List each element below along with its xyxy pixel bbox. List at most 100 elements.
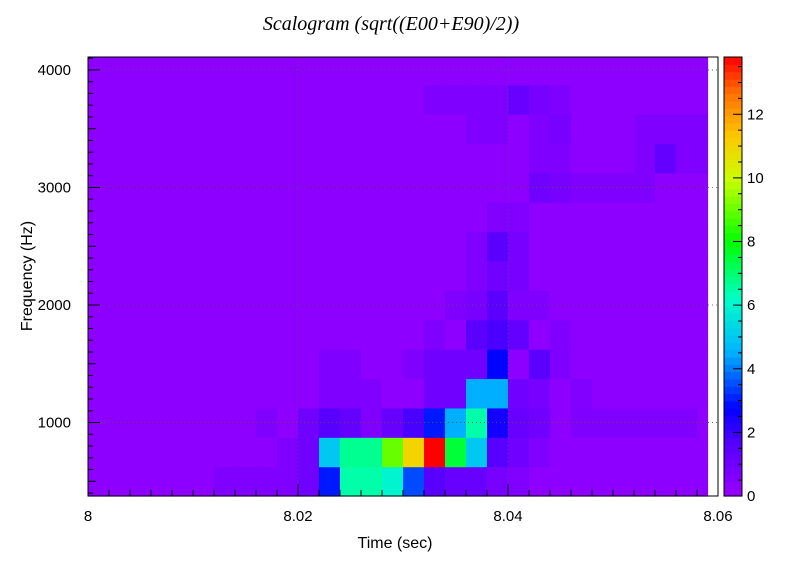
heatmap-cell: [151, 319, 173, 350]
heatmap-cell: [550, 202, 572, 233]
heatmap-cell: [277, 202, 299, 233]
heatmap-cell: [256, 407, 278, 438]
heatmap-cell: [613, 349, 635, 380]
heatmap-cell: [592, 349, 614, 380]
heatmap-cell: [151, 260, 173, 291]
colorbar-segment: [724, 122, 742, 131]
heatmap-cell: [403, 466, 425, 497]
colorbar-segment: [724, 78, 742, 87]
heatmap-cell: [676, 319, 698, 350]
heatmap-cell: [487, 437, 509, 468]
heatmap-cell: [256, 202, 278, 233]
heatmap-cell: [676, 143, 698, 174]
heatmap-cell: [361, 407, 383, 438]
heatmap-cell: [172, 407, 194, 438]
heatmap-cell: [235, 202, 257, 233]
heatmap-cell: [424, 290, 446, 321]
heatmap-cell: [256, 114, 278, 144]
heatmap-cell: [424, 407, 446, 438]
heatmap-cell: [613, 57, 635, 86]
heatmap-cell: [193, 349, 215, 380]
heatmap-cell: [466, 437, 488, 468]
heatmap-cell: [214, 437, 236, 468]
heatmap-cell: [319, 114, 341, 144]
heatmap-cell: [571, 231, 593, 262]
heatmap-cell: [256, 437, 278, 468]
heatmap-cell: [445, 231, 467, 262]
heatmap-cell: [655, 231, 677, 262]
heatmap-cell: [256, 143, 278, 174]
heatmap-cell: [508, 172, 530, 203]
heatmap-cell: [298, 143, 320, 174]
heatmap-cell: [130, 349, 152, 380]
heatmap-cell: [592, 114, 614, 144]
colorbar-tick-label: 6: [747, 297, 755, 314]
heatmap-cell: [214, 319, 236, 350]
heatmap-cell: [697, 260, 709, 291]
heatmap-cell: [382, 260, 404, 291]
heatmap-cell: [634, 231, 656, 262]
heatmap-cell: [550, 437, 572, 468]
heatmap-cell: [109, 202, 131, 233]
heatmap-cell: [109, 378, 131, 409]
heatmap-cell: [634, 260, 656, 291]
heatmap-cell: [403, 57, 425, 86]
heatmap-cell: [445, 378, 467, 409]
heatmap-cell: [529, 114, 551, 144]
heatmap-cell: [529, 407, 551, 438]
heatmap-cell: [676, 84, 698, 115]
colorbar-segment: [724, 291, 742, 300]
heatmap-cell: [172, 349, 194, 380]
heatmap-cell: [445, 172, 467, 203]
x-tick-label: 8.04: [493, 508, 522, 525]
heatmap-cell: [172, 437, 194, 468]
heatmap-cell: [130, 202, 152, 233]
colorbar-segment: [724, 378, 742, 387]
heatmap-cell: [403, 290, 425, 321]
heatmap-cell: [634, 378, 656, 409]
heatmap-cell: [655, 202, 677, 233]
heatmap-cell: [130, 466, 152, 497]
heatmap-cell: [634, 349, 656, 380]
heatmap-cell: [508, 231, 530, 262]
heatmap-cell: [193, 407, 215, 438]
heatmap-cell: [151, 407, 173, 438]
colorbar-segment: [724, 408, 742, 417]
heatmap-cell: [550, 84, 572, 115]
heatmap-cell: [697, 378, 709, 409]
heatmap-cell: [613, 202, 635, 233]
colorbar-segment: [724, 137, 742, 146]
heatmap-cell: [508, 260, 530, 291]
heatmap-cell: [172, 466, 194, 497]
heatmap-cell: [613, 84, 635, 115]
heatmap-cell: [130, 84, 152, 115]
heatmap-cell: [592, 57, 614, 86]
heatmap-cell: [361, 319, 383, 350]
heatmap-cell: [130, 378, 152, 409]
heatmap-cell: [529, 349, 551, 380]
heatmap-cell: [613, 378, 635, 409]
heatmap-cell: [361, 260, 383, 291]
heatmap-cell: [298, 349, 320, 380]
heatmap-cell: [193, 114, 215, 144]
colorbar-segment: [724, 430, 742, 439]
heatmap-cell: [130, 260, 152, 291]
heatmap-cell: [487, 172, 509, 203]
heatmap-cell: [529, 57, 551, 86]
heatmap-cell: [172, 290, 194, 321]
heatmap-cell: [508, 114, 530, 144]
heatmap-cell: [319, 466, 341, 497]
heatmap-cell: [676, 437, 698, 468]
heatmap-cell: [466, 143, 488, 174]
heatmap-cell: [172, 319, 194, 350]
heatmap-cell: [382, 349, 404, 380]
colorbar-segment: [724, 225, 742, 234]
colorbar-segment: [724, 130, 742, 139]
heatmap-cell: [508, 84, 530, 115]
heatmap-cell: [697, 57, 709, 86]
colorbar-tick-label: 10: [747, 170, 764, 187]
heatmap-cell: [130, 143, 152, 174]
colorbar-segment: [724, 247, 742, 256]
heatmap-cell: [277, 231, 299, 262]
